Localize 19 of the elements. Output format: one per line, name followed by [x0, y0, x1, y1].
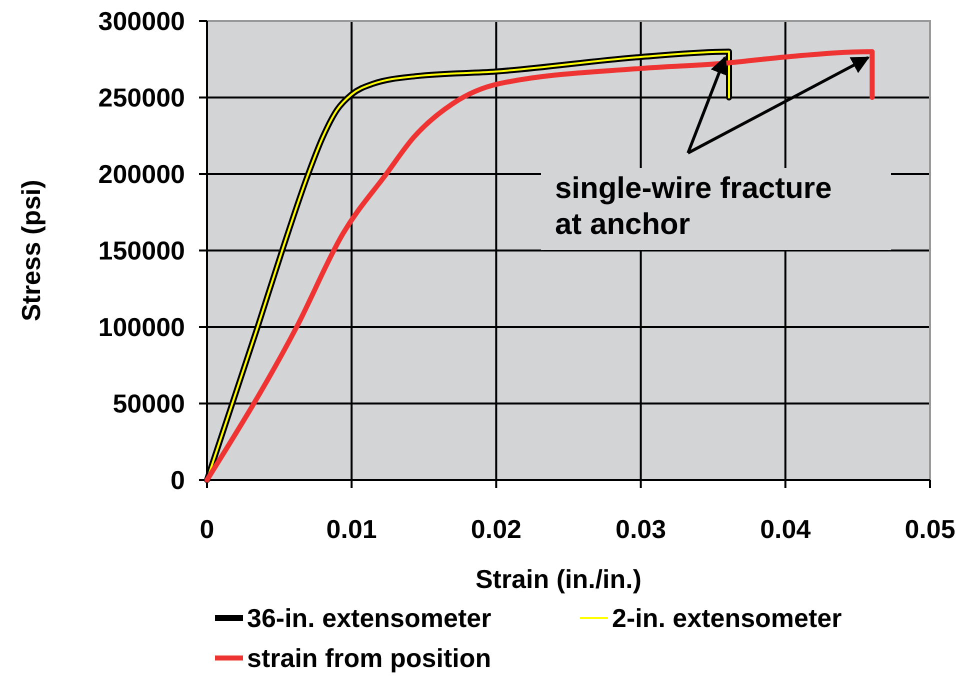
- x-tick-label: 0.05: [904, 514, 956, 544]
- y-tick-label: 0: [170, 465, 185, 495]
- x-tick-label: 0.02: [470, 514, 522, 544]
- y-tick-label: 100000: [98, 312, 185, 342]
- y-axis-title: Stress (psi): [16, 180, 46, 322]
- x-axis-title: Strain (in./in.): [475, 564, 642, 594]
- x-tick-label: 0.01: [326, 514, 377, 544]
- annotation: single-wire fracture at anchor: [555, 172, 832, 241]
- y-tick-label: 300000: [98, 6, 185, 36]
- legend-label: 36-in. extensometer: [247, 603, 492, 633]
- x-tick-label: 0.04: [760, 514, 812, 544]
- y-tick-label: 50000: [112, 388, 185, 418]
- y-tick-label: 250000: [98, 82, 185, 112]
- x-tick-label: 0.03: [615, 514, 666, 544]
- legend-label: 2-in. extensometer: [612, 603, 842, 633]
- y-tick-label: 200000: [98, 159, 185, 189]
- y-tick-label: 150000: [98, 236, 185, 266]
- x-tick-label: 0: [200, 514, 214, 544]
- legend-label: strain from position: [247, 643, 492, 673]
